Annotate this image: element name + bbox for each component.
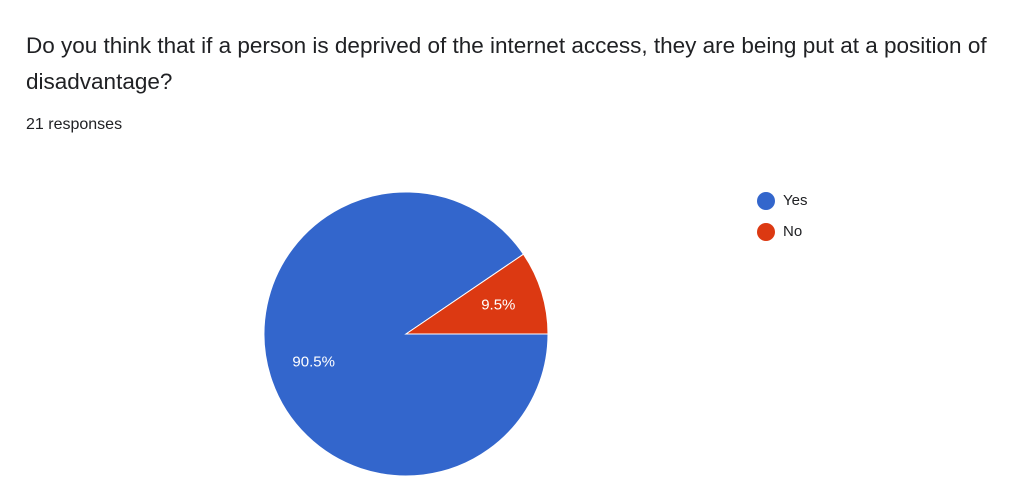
slice-label: 90.5% — [292, 353, 335, 370]
legend-swatch — [757, 192, 775, 210]
legend-label: No — [783, 223, 802, 240]
chart-title: Do you think that if a person is deprive… — [26, 33, 987, 94]
chart-subtitle: 21 responses — [26, 116, 123, 133]
legend-label: Yes — [783, 192, 807, 209]
slice-label: 9.5% — [481, 297, 515, 314]
pie-slice — [404, 253, 549, 335]
legend-swatch — [757, 223, 775, 241]
